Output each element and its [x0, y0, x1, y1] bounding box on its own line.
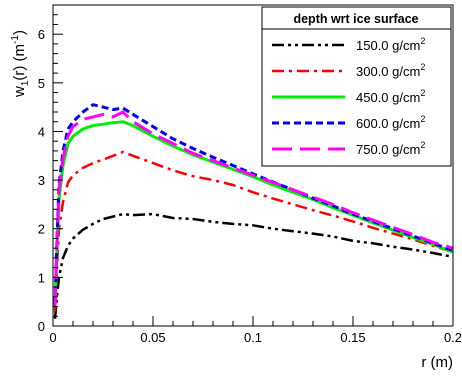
legend-box — [261, 6, 452, 167]
y-tick-label: 0 — [38, 319, 45, 334]
x-tick-label: 0.1 — [244, 330, 262, 345]
legend-title-box — [261, 6, 452, 30]
x-axis-title: r (m) — [421, 354, 453, 371]
series-line-750-0 — [53, 110, 454, 307]
x-tick-label: 0.05 — [140, 330, 165, 345]
legend-label-750-0: 750.0 g/cm2 — [356, 140, 425, 157]
legend-label-600-0: 600.0 g/cm2 — [356, 114, 425, 131]
legend: depth wrt ice surface 150.0 g/cm2 300.0 g… — [261, 6, 452, 167]
y-tick-label: 5 — [38, 76, 45, 91]
legend-label-150-0: 150.0 g/cm2 — [356, 36, 425, 53]
series-layer — [53, 103, 454, 319]
series-line-300-0 — [53, 150, 454, 312]
axes: 0 0.05 0.1 0.15 0.2 0 1 2 3 4 5 6 — [38, 4, 462, 345]
y-tick-label: 3 — [38, 173, 45, 188]
y-tick-label: 2 — [38, 222, 45, 237]
y-tick-label: 6 — [38, 27, 45, 42]
x-tick-label: 0.15 — [340, 330, 365, 345]
series-line-600-0 — [53, 103, 454, 305]
legend-entries: 150.0 g/cm2 300.0 g/cm2 450.0 g/cm2 600.0 g… — [272, 36, 425, 157]
x-tick-label: 0.2 — [444, 330, 462, 345]
x-tick-label: 0 — [49, 330, 56, 345]
y-tick-label: 1 — [38, 270, 45, 285]
series-line-150-0 — [53, 212, 454, 319]
legend-title: depth wrt ice surface — [293, 12, 418, 26]
legend-label-450-0: 450.0 g/cm2 — [356, 88, 425, 105]
y-tick-label: 4 — [38, 124, 45, 139]
legend-label-300-0: 300.0 g/cm2 — [356, 62, 425, 79]
y-axis-title: w1(r) (m-1) — [10, 30, 31, 98]
